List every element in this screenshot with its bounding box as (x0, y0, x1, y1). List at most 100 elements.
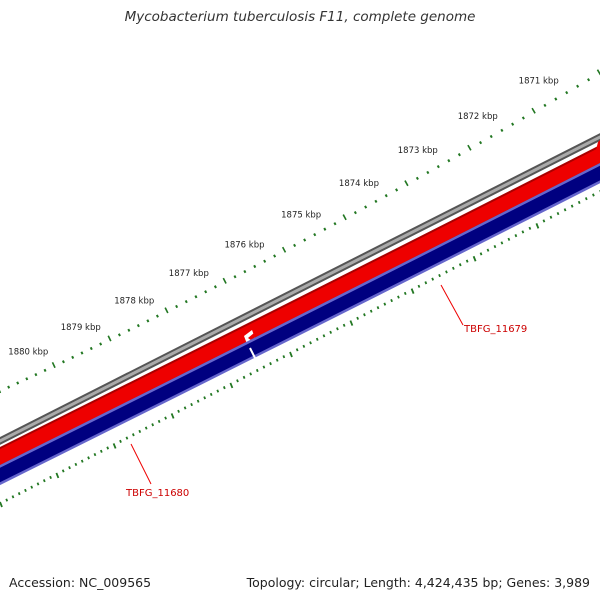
inner-minor-tick (383, 302, 387, 306)
ruler-minor-tick (511, 122, 515, 126)
ruler-label: 1880 kbp (8, 348, 48, 358)
gene-leader-tbfg-11679 (440, 284, 464, 326)
inner-minor-tick (438, 273, 441, 278)
inner-minor-tick (329, 330, 333, 334)
ruler-minor-tick (323, 227, 327, 231)
ruler-label: 1878 kbp (114, 297, 154, 307)
inner-minor-tick (458, 263, 462, 267)
inner-minor-tick (445, 270, 448, 274)
gene-label-tbfg-11679[interactable]: TBFG_11679 (463, 324, 527, 335)
ruler-minor-tick (576, 84, 580, 88)
inner-major-tick (472, 255, 477, 262)
inner-minor-tick (49, 475, 52, 480)
inner-minor-tick (119, 439, 122, 443)
ruler-minor-tick (565, 91, 569, 95)
inner-minor-tick (275, 358, 279, 362)
inner-minor-tick (309, 341, 312, 345)
gene-label-tbfg-11680[interactable]: TBFG_11680 (125, 488, 189, 499)
inner-minor-tick (577, 200, 581, 205)
inner-minor-tick (356, 316, 359, 320)
ruler-minor-tick (263, 259, 267, 263)
inner-minor-tick (369, 309, 373, 313)
ruler-dots (7, 78, 591, 389)
inner-minor-tick (342, 323, 346, 327)
inner-minor-tick (99, 449, 103, 453)
ruler-minor-tick (303, 238, 307, 242)
ruler-minor-tick (384, 194, 388, 198)
inner-tick-row (0, 190, 600, 508)
gene-edge-marker (596, 140, 600, 154)
inner-major-tick (289, 351, 293, 358)
ruler-minor-tick (374, 199, 378, 204)
cds-track (0, 165, 600, 483)
gene-leader-tbfg-11680 (130, 443, 152, 485)
inner-minor-tick (479, 252, 483, 256)
inner-minor-tick (563, 208, 567, 212)
inner-minor-tick (376, 306, 380, 310)
inner-minor-tick (61, 469, 65, 473)
ruler-minor-tick (489, 134, 493, 139)
inner-minor-tick (183, 406, 187, 410)
ruler-major-tick (342, 214, 347, 221)
inner-minor-tick (315, 337, 319, 341)
ruler-minor-tick (395, 188, 399, 192)
inner-minor-tick (592, 193, 595, 197)
inner-minor-tick (465, 259, 469, 263)
ruler-minor-tick (16, 381, 20, 385)
inner-major-tick (55, 472, 60, 479)
ruler-major-tick (281, 246, 287, 253)
inner-minor-tick (570, 204, 574, 208)
inner-minor-tick (144, 426, 148, 430)
inner-minor-tick (132, 433, 135, 437)
inner-minor-tick (93, 452, 97, 457)
inner-minor-tick (500, 241, 504, 245)
ruler-label: 1879 kbp (61, 323, 101, 333)
ruler-label: 1871 kbp (519, 77, 559, 87)
ruler-minor-tick (436, 164, 440, 169)
ruler-minor-tick (43, 368, 47, 372)
ruler-minor-tick (80, 351, 84, 355)
inner-minor-tick (17, 492, 21, 496)
inner-major-tick (0, 501, 3, 508)
inner-minor-tick (151, 423, 155, 427)
ruler-label: 1873 kbp (398, 146, 438, 156)
ruler-minor-tick (587, 78, 591, 82)
ruler-minor-tick (353, 210, 357, 215)
genome-summary: Topology: circular; Length: 4,424,435 bp… (246, 575, 590, 590)
accession-text: Accession: NC_009565 (9, 575, 152, 590)
ruler-label: 1872 kbp (458, 112, 498, 122)
inner-minor-tick (493, 244, 497, 249)
inner-minor-tick (190, 402, 193, 407)
inner-minor-tick (584, 197, 588, 201)
inner-minor-tick (403, 291, 407, 296)
ruler-minor-tick (136, 323, 140, 328)
inner-minor-tick (209, 392, 213, 397)
ruler-minor-tick (426, 170, 430, 175)
map-title: Mycobacterium tuberculosis F11, complete… (124, 9, 476, 25)
backbone-track-highlight (0, 135, 600, 443)
ruler-minor-tick (184, 300, 188, 304)
ruler-minor-tick (146, 319, 150, 323)
ruler-labels: 1871 kbp 1872 kbp 1873 kbp 1874 kbp 1875 kbp… (8, 77, 558, 358)
ruler-minor-tick (543, 103, 547, 108)
ruler-minor-tick (313, 233, 317, 237)
inner-major-tick (410, 288, 415, 294)
ruler-minor-tick (34, 372, 38, 377)
ruler-label: 1875 kbp (281, 210, 321, 220)
ruler-minor-tick (194, 295, 198, 299)
inner-minor-tick (106, 446, 110, 450)
inner-minor-tick (322, 334, 326, 338)
ruler-minor-tick (71, 355, 75, 359)
inner-minor-tick (138, 429, 142, 434)
ruler-minor-tick (99, 342, 103, 346)
inner-minor-tick (397, 295, 400, 299)
ruler-major-tick (596, 69, 600, 76)
inner-minor-tick (177, 409, 180, 413)
inner-minor-tick (216, 389, 220, 393)
ruler-minor-tick (253, 264, 257, 269)
inner-minor-tick (424, 281, 428, 285)
inner-minor-tick (24, 488, 27, 492)
inner-minor-tick (556, 211, 560, 216)
inner-minor-tick (125, 436, 129, 440)
inner-minor-tick (390, 298, 393, 303)
